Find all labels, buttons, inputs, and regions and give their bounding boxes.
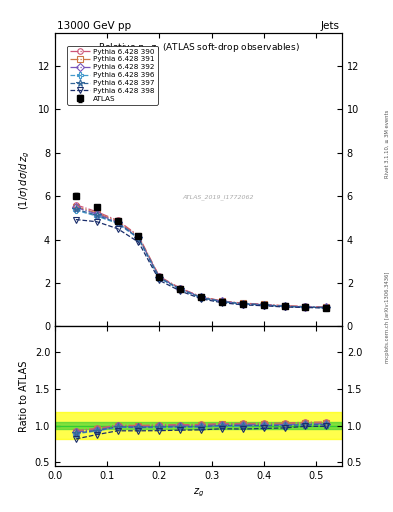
Pythia 6.428 390	[115, 218, 120, 224]
Pythia 6.428 392	[261, 302, 266, 308]
Pythia 6.428 392	[282, 303, 287, 309]
Pythia 6.428 397	[199, 294, 204, 301]
Line: Pythia 6.428 392: Pythia 6.428 392	[73, 205, 329, 310]
Pythia 6.428 391	[178, 286, 183, 292]
Pythia 6.428 392	[241, 301, 245, 307]
Pythia 6.428 392	[324, 305, 329, 311]
Pythia 6.428 390	[241, 300, 245, 306]
Pythia 6.428 390	[303, 303, 308, 309]
Line: Pythia 6.428 391: Pythia 6.428 391	[73, 204, 329, 310]
Pythia 6.428 398	[73, 217, 78, 223]
Pythia 6.428 398	[94, 219, 99, 225]
Y-axis label: Ratio to ATLAS: Ratio to ATLAS	[19, 360, 29, 432]
Pythia 6.428 391	[73, 203, 78, 209]
Text: mcplots.cern.ch [arXiv:1306.3436]: mcplots.cern.ch [arXiv:1306.3436]	[385, 272, 390, 363]
Pythia 6.428 392	[199, 294, 204, 300]
Pythia 6.428 392	[136, 234, 141, 241]
Pythia 6.428 398	[261, 303, 266, 309]
Pythia 6.428 391	[220, 298, 224, 304]
Pythia 6.428 398	[241, 302, 245, 308]
Pythia 6.428 397	[178, 286, 183, 292]
Pythia 6.428 396	[199, 294, 204, 301]
Text: 13000 GeV pp: 13000 GeV pp	[57, 20, 131, 31]
Pythia 6.428 392	[178, 286, 183, 292]
Pythia 6.428 398	[115, 226, 120, 232]
Pythia 6.428 390	[136, 232, 141, 239]
Bar	[55, 412, 342, 439]
Pythia 6.428 390	[73, 202, 78, 208]
Pythia 6.428 391	[94, 210, 99, 216]
Pythia 6.428 391	[136, 233, 141, 240]
Pythia 6.428 396	[115, 220, 120, 226]
Pythia 6.428 390	[324, 304, 329, 310]
Pythia 6.428 396	[324, 305, 329, 311]
Pythia 6.428 390	[157, 273, 162, 280]
Pythia 6.428 396	[220, 299, 224, 305]
Text: Relative $p_{T}$ $z_{g}$ (ATLAS soft-drop observables): Relative $p_{T}$ $z_{g}$ (ATLAS soft-dro…	[97, 42, 299, 55]
Pythia 6.428 397	[157, 274, 162, 281]
Line: Pythia 6.428 397: Pythia 6.428 397	[72, 205, 330, 311]
Pythia 6.428 398	[199, 296, 204, 302]
Text: Jets: Jets	[321, 20, 340, 31]
Pythia 6.428 396	[261, 302, 266, 308]
Pythia 6.428 398	[157, 278, 162, 284]
Pythia 6.428 397	[324, 305, 329, 311]
Pythia 6.428 392	[303, 304, 308, 310]
Pythia 6.428 396	[94, 213, 99, 219]
Pythia 6.428 391	[157, 274, 162, 280]
Pythia 6.428 392	[115, 219, 120, 225]
Pythia 6.428 397	[73, 206, 78, 212]
Pythia 6.428 390	[282, 303, 287, 309]
Pythia 6.428 392	[73, 204, 78, 210]
Pythia 6.428 396	[73, 207, 78, 214]
Pythia 6.428 391	[261, 302, 266, 308]
Line: Pythia 6.428 390: Pythia 6.428 390	[73, 202, 329, 310]
Pythia 6.428 397	[282, 303, 287, 309]
Bar	[55, 422, 342, 429]
Pythia 6.428 397	[115, 220, 120, 226]
Pythia 6.428 398	[303, 305, 308, 311]
Pythia 6.428 398	[324, 305, 329, 311]
Pythia 6.428 392	[220, 298, 224, 305]
Pythia 6.428 390	[94, 209, 99, 215]
Pythia 6.428 392	[157, 274, 162, 281]
Pythia 6.428 397	[136, 235, 141, 241]
Pythia 6.428 396	[157, 275, 162, 281]
Pythia 6.428 391	[199, 294, 204, 300]
Pythia 6.428 392	[94, 211, 99, 217]
Pythia 6.428 397	[94, 212, 99, 218]
Pythia 6.428 396	[282, 303, 287, 309]
Text: Rivet 3.1.10, ≥ 3M events: Rivet 3.1.10, ≥ 3M events	[385, 109, 390, 178]
Pythia 6.428 396	[178, 286, 183, 292]
Pythia 6.428 397	[241, 301, 245, 307]
Pythia 6.428 390	[178, 285, 183, 291]
X-axis label: $z_g$: $z_g$	[193, 486, 204, 499]
Pythia 6.428 397	[261, 302, 266, 308]
Pythia 6.428 398	[178, 288, 183, 294]
Pythia 6.428 398	[136, 239, 141, 245]
Pythia 6.428 391	[324, 304, 329, 310]
Y-axis label: $(1/\sigma)\, d\sigma/d\, z_g$: $(1/\sigma)\, d\sigma/d\, z_g$	[18, 150, 32, 209]
Pythia 6.428 390	[199, 293, 204, 300]
Pythia 6.428 391	[115, 218, 120, 224]
Pythia 6.428 391	[282, 303, 287, 309]
Pythia 6.428 396	[241, 301, 245, 307]
Pythia 6.428 397	[220, 298, 224, 305]
Legend: Pythia 6.428 390, Pythia 6.428 391, Pythia 6.428 392, Pythia 6.428 396, Pythia 6: Pythia 6.428 390, Pythia 6.428 391, Pyth…	[67, 46, 158, 104]
Pythia 6.428 390	[261, 301, 266, 307]
Line: Pythia 6.428 396: Pythia 6.428 396	[73, 207, 329, 310]
Pythia 6.428 397	[303, 304, 308, 310]
Pythia 6.428 398	[282, 304, 287, 310]
Pythia 6.428 396	[136, 236, 141, 242]
Pythia 6.428 391	[303, 304, 308, 310]
Text: ATLAS_2019_I1772062: ATLAS_2019_I1772062	[183, 195, 254, 200]
Pythia 6.428 390	[220, 298, 224, 304]
Pythia 6.428 398	[220, 300, 224, 306]
Pythia 6.428 396	[303, 304, 308, 310]
Line: Pythia 6.428 398: Pythia 6.428 398	[73, 217, 329, 311]
Pythia 6.428 391	[241, 300, 245, 306]
